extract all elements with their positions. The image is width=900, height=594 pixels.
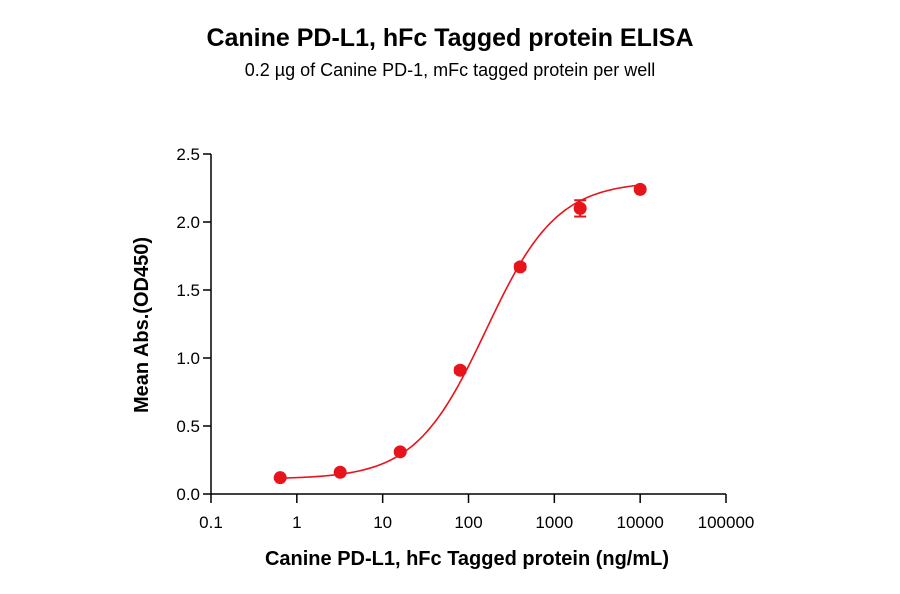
data-point [393, 445, 407, 459]
x-axis-label: Canine PD-L1, hFc Tagged protein (ng/mL) [265, 548, 669, 570]
data-point [333, 465, 347, 479]
data-point [633, 182, 647, 196]
y-tick-label: 1.5 [176, 281, 200, 300]
x-tick-label: 100 [454, 513, 482, 532]
data-point [273, 471, 287, 485]
data-points [273, 182, 647, 485]
error-bars [274, 187, 647, 481]
y-tick-label: 1.0 [176, 349, 200, 368]
x-tick-label: 10 [373, 513, 392, 532]
data-point [573, 201, 587, 215]
data-point [513, 260, 527, 274]
axes: 0.0 0.5 1.0 1.5 2.0 2.5 0.1 1 10 100 1000 10000 1000… [176, 145, 754, 532]
y-tick-label: 2.5 [176, 145, 200, 164]
y-tick-label: 2.0 [176, 213, 200, 232]
x-tick-label: 100000 [698, 513, 755, 532]
chart-title: Canine PD-L1, hFc Tagged protein ELISA [206, 24, 694, 52]
y-axis-label: Mean Abs.(OD450) [131, 237, 153, 413]
x-tick-label: 1000 [535, 513, 573, 532]
chart-subtitle: 0.2 µg of Canine PD-1, mFc tagged protei… [244, 60, 656, 80]
x-tick-label: 0.1 [199, 513, 223, 532]
y-tick-label: 0.0 [176, 485, 200, 504]
data-point [453, 363, 467, 377]
fit-curve [280, 184, 641, 479]
x-tick-label: 1 [292, 513, 301, 532]
x-tick-label: 10000 [617, 513, 664, 532]
y-tick-label: 0.5 [176, 417, 200, 436]
